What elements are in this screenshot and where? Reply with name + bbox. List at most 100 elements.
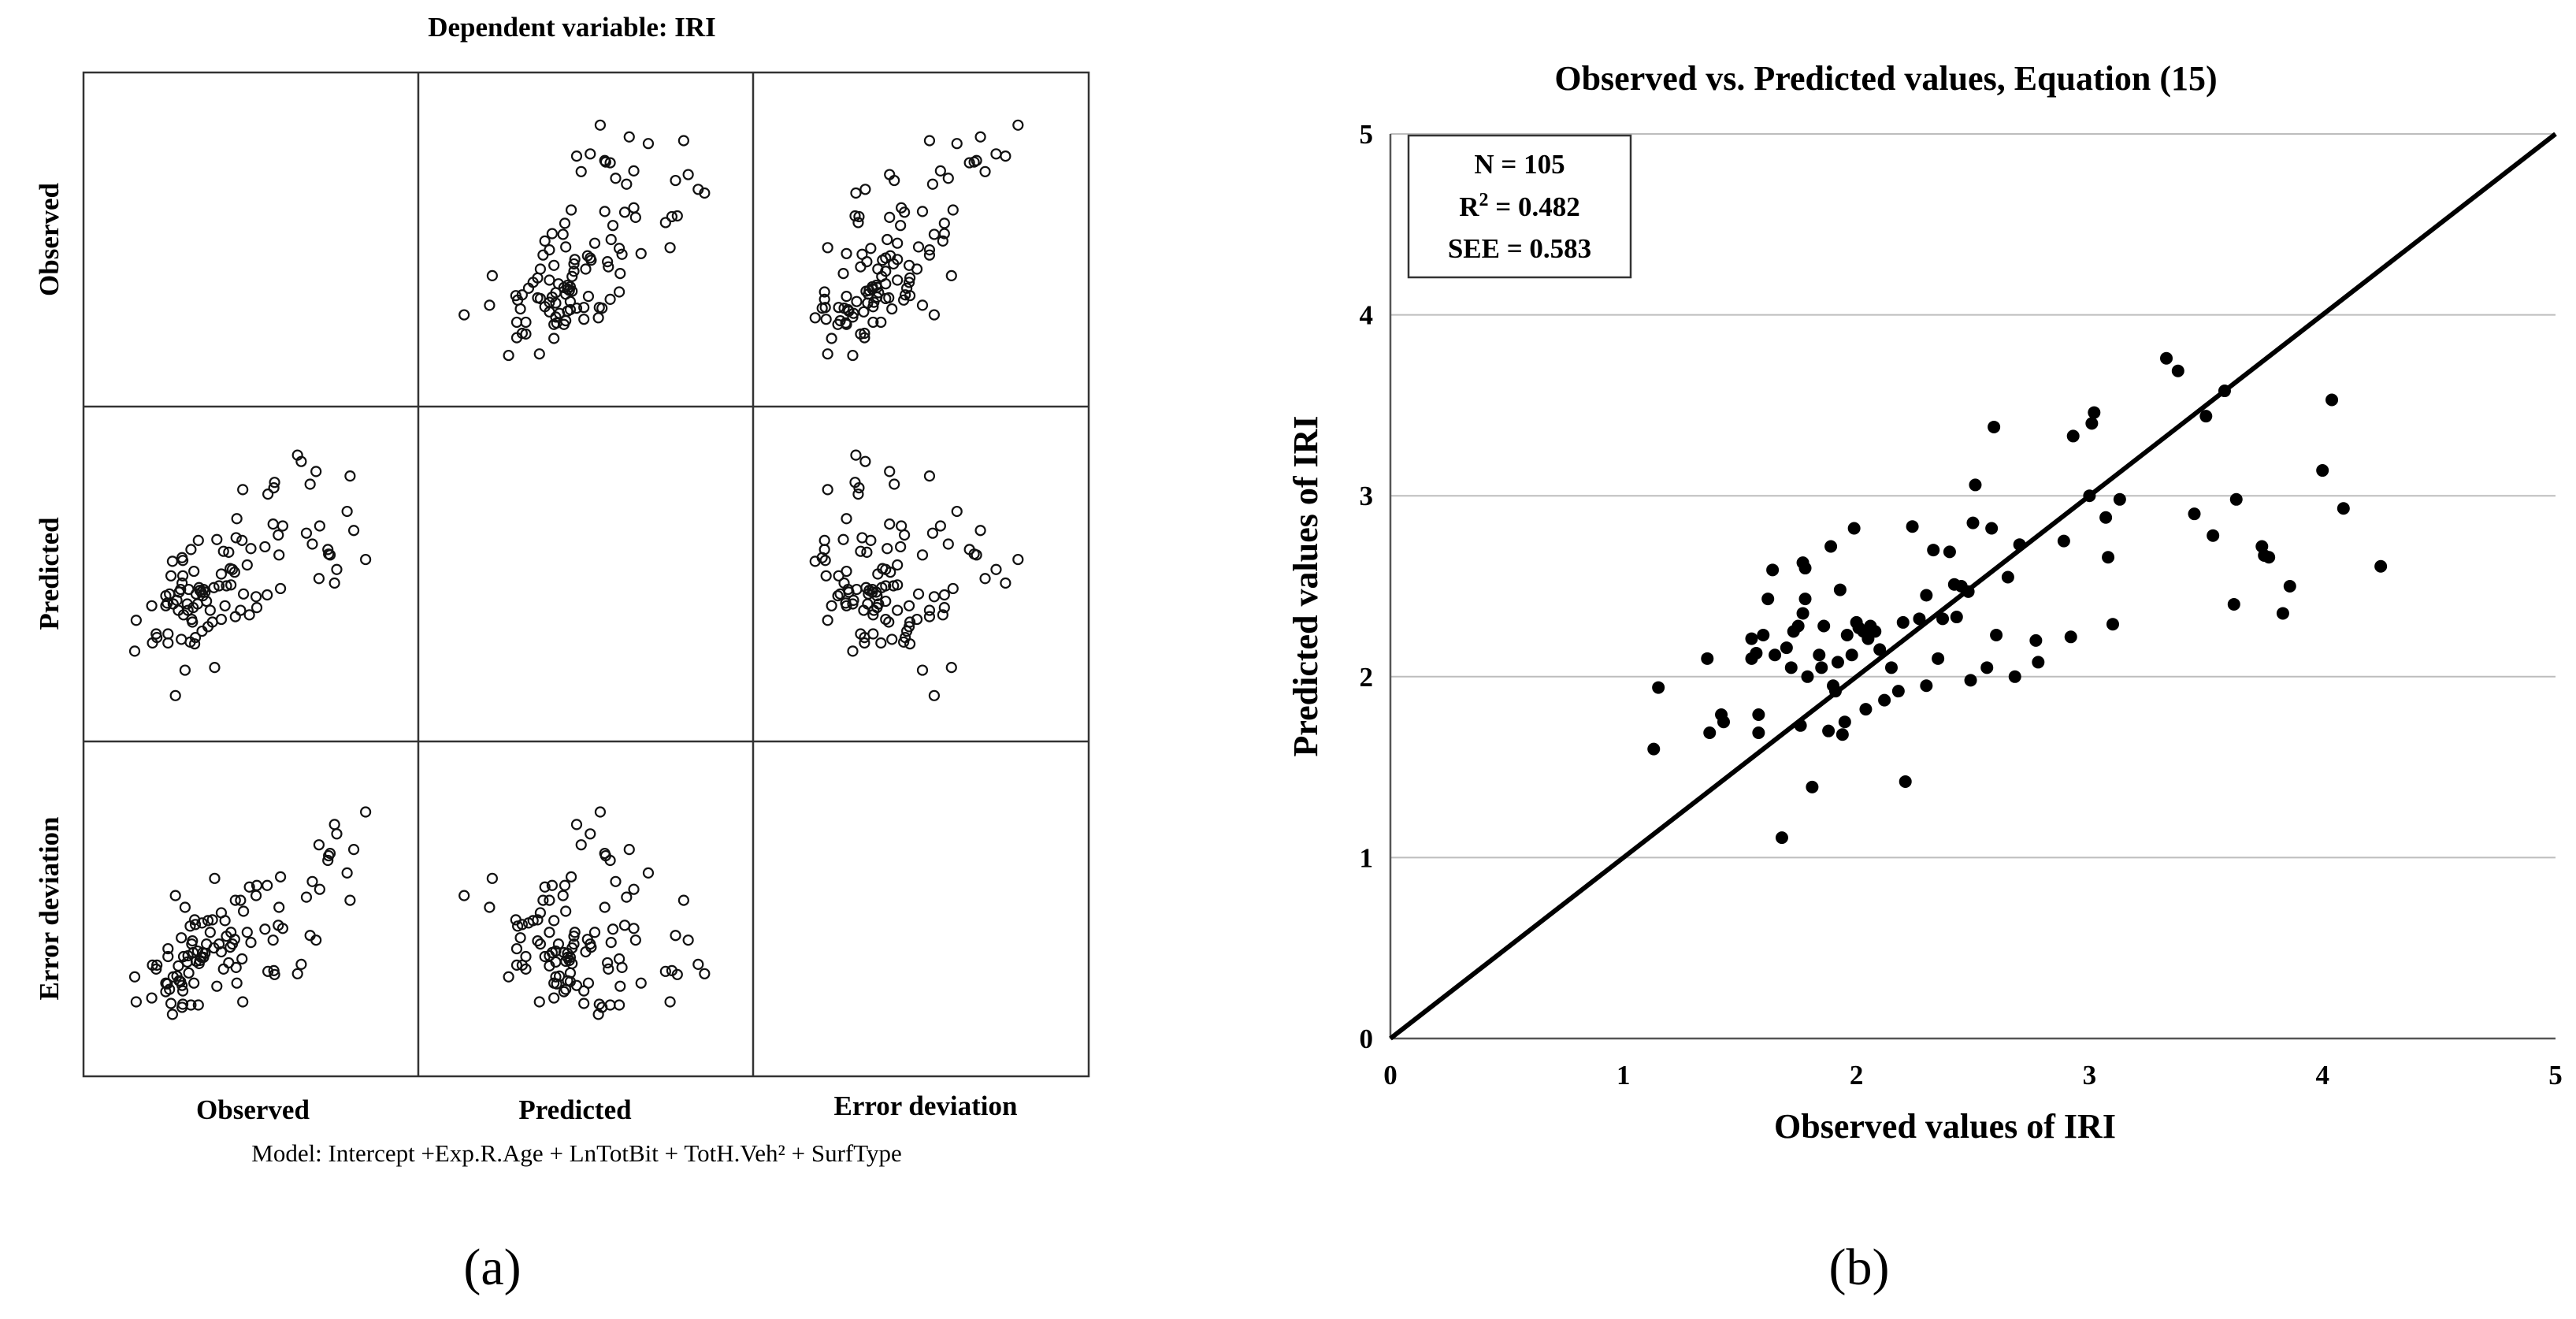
scatter-point <box>1828 685 1842 698</box>
matrix-point <box>892 274 904 286</box>
matrix-point <box>548 259 560 271</box>
matrix-point <box>557 229 569 240</box>
matrix-col-label-observed: Observed <box>196 1094 310 1125</box>
matrix-point <box>189 919 202 931</box>
matrix-point <box>867 628 879 640</box>
matrix-point <box>938 228 950 240</box>
matrix-point <box>306 538 318 550</box>
scatter-point <box>2029 633 2043 647</box>
matrix-point <box>187 935 199 947</box>
matrix-point <box>267 518 279 530</box>
scatter-point <box>2008 670 2021 683</box>
stats-n: N = 105 <box>1474 149 1565 180</box>
scatter-point <box>1884 661 1898 674</box>
matrix-point <box>510 959 523 972</box>
matrix-row-label-predicted: Predicted <box>34 517 65 630</box>
matrix-point <box>552 938 565 950</box>
matrix-title: Dependent variable: IRI <box>428 12 716 43</box>
matrix-point <box>593 998 605 1010</box>
matrix-point <box>880 613 892 626</box>
matrix-point <box>942 538 954 550</box>
matrix-point <box>911 613 923 626</box>
matrix-point <box>458 309 470 321</box>
matrix-point <box>176 577 188 589</box>
matrix-point <box>146 600 158 611</box>
matrix-point <box>865 243 877 255</box>
matrix-point <box>181 598 193 610</box>
matrix-point <box>621 178 633 190</box>
matrix-point <box>516 327 528 340</box>
matrix-point <box>671 968 683 980</box>
matrix-point <box>539 881 551 893</box>
matrix-point <box>548 333 560 344</box>
matrix-point <box>599 206 611 217</box>
matrix-point <box>855 261 867 273</box>
matrix-point <box>237 996 249 1008</box>
matrix-point <box>635 247 647 259</box>
matrix-point <box>527 915 539 927</box>
matrix-point <box>229 894 241 906</box>
matrix-point <box>820 570 832 581</box>
matrix-point <box>291 968 303 979</box>
scatter-point <box>1927 544 1940 557</box>
matrix-point <box>666 210 678 223</box>
matrix-point <box>847 349 859 362</box>
matrix-point <box>594 119 607 131</box>
matrix-point <box>872 568 884 580</box>
matrix-point <box>850 187 862 199</box>
matrix-point <box>607 220 619 232</box>
matrix-point <box>209 872 221 884</box>
matrix-point <box>570 303 583 314</box>
matrix-point <box>360 553 372 566</box>
matrix-point <box>599 847 611 860</box>
matrix-point <box>892 604 904 616</box>
matrix-point <box>979 165 991 177</box>
matrix-point <box>128 971 141 983</box>
matrix-point <box>241 927 253 938</box>
matrix-point <box>916 299 929 311</box>
y-tick-label: 4 <box>1360 300 1374 331</box>
matrix-point <box>328 819 340 830</box>
matrix-point <box>223 546 235 558</box>
matrix-point <box>221 580 232 592</box>
matrix-point <box>892 579 904 591</box>
matrix-point <box>516 919 528 931</box>
matrix-point <box>974 131 986 143</box>
scatter-point <box>1703 726 1717 739</box>
matrix-point <box>262 489 274 500</box>
matrix-point <box>213 580 225 592</box>
matrix-point <box>259 541 271 553</box>
matrix-point <box>230 961 242 973</box>
matrix-point <box>916 549 929 561</box>
matrix-point <box>642 867 655 879</box>
matrix-point <box>614 286 625 298</box>
matrix-point <box>259 923 271 935</box>
matrix-point <box>570 979 583 991</box>
matrix-point <box>537 249 549 261</box>
matrix-point <box>818 534 830 546</box>
matrix-point <box>592 312 604 324</box>
matrix-point <box>277 923 288 934</box>
matrix-point <box>251 602 263 614</box>
matrix-point <box>604 157 616 169</box>
matrix-point <box>228 567 240 578</box>
matrix-point <box>176 555 189 567</box>
matrix-point <box>570 150 583 162</box>
matrix-point <box>832 590 844 602</box>
matrix-point <box>928 591 941 603</box>
scatter-point <box>2276 607 2289 620</box>
y-tick-label: 2 <box>1360 662 1374 693</box>
matrix-point <box>503 971 514 983</box>
matrix-point <box>569 927 581 938</box>
matrix-point <box>990 148 1002 160</box>
matrix-point <box>912 241 925 253</box>
scatter-point <box>1775 831 1788 845</box>
matrix-point <box>841 513 852 525</box>
matrix-point <box>818 293 830 305</box>
matrix-point <box>575 165 587 177</box>
scatter-point <box>1847 522 1861 535</box>
matrix-point <box>341 867 353 879</box>
scatter-point <box>2064 630 2077 644</box>
scatter-point <box>1950 611 1963 624</box>
matrix-point <box>884 466 896 477</box>
